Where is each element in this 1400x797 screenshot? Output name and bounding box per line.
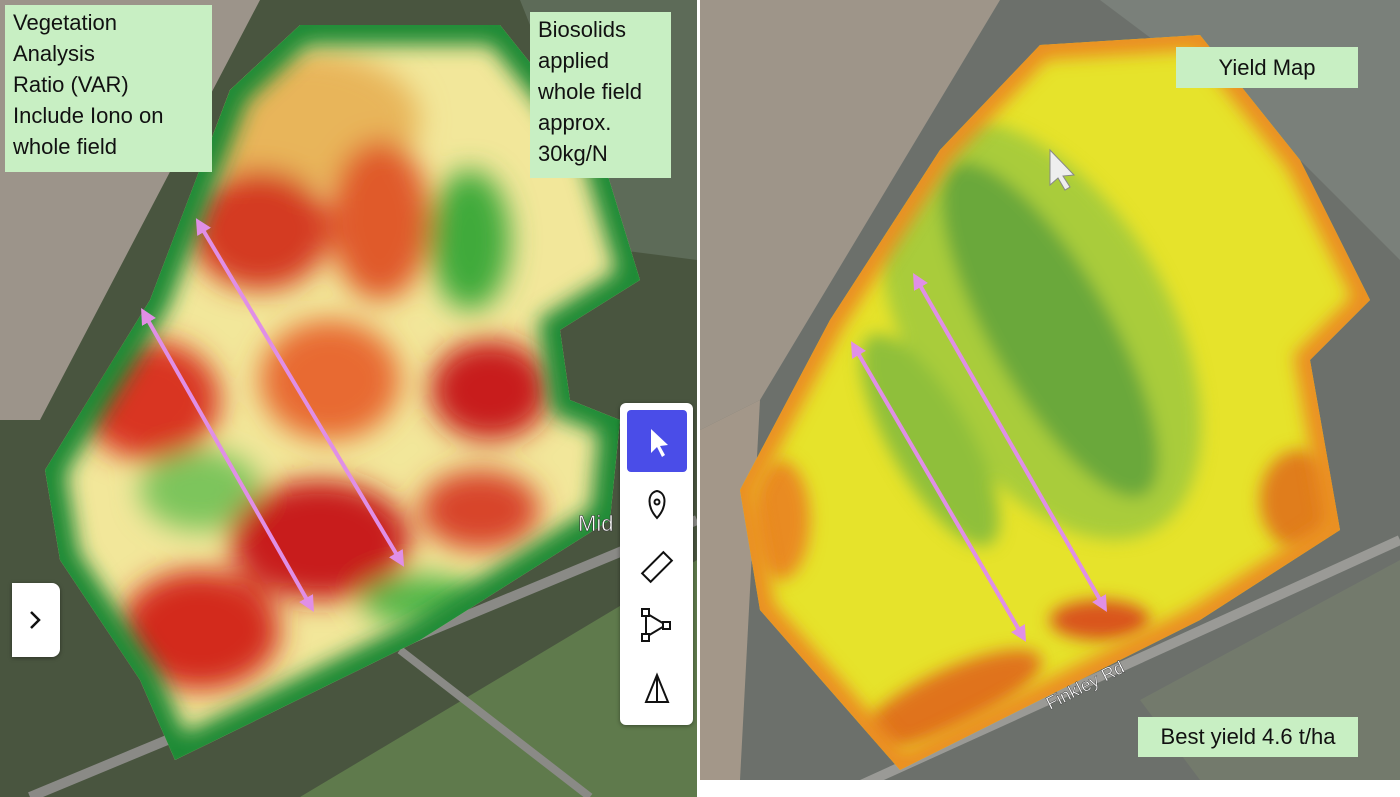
chevron-icon (30, 611, 41, 629)
toolbar-icons (627, 410, 687, 703)
label-line: Vegetation (13, 10, 117, 35)
label-line: whole field (538, 79, 642, 104)
yield-map: Finkley Rd (700, 0, 1400, 797)
measure-tool[interactable] (640, 550, 674, 584)
yield-map-label: Yield Map (1176, 47, 1358, 88)
expand-tab[interactable] (12, 583, 60, 657)
annotation-arrow (913, 273, 1107, 612)
biosolids-label: Biosolids applied whole field approx. 30… (530, 12, 671, 178)
label-line: applied (538, 48, 609, 73)
cursor (1049, 148, 1076, 191)
shape-tool[interactable] (644, 672, 670, 703)
label-line: approx. (538, 110, 612, 135)
best-yield-label: Best yield 4.6 t/ha (1138, 717, 1358, 757)
pin-tool[interactable] (648, 489, 666, 520)
polygon-tool[interactable] (641, 608, 671, 642)
road-label: Mid (578, 511, 613, 536)
label-line: Biosolids (538, 17, 627, 42)
annotation-arrow (195, 218, 405, 567)
label-line: Include Iono on (13, 103, 164, 128)
toolbar (620, 403, 693, 725)
label-line: 30kg/N (538, 141, 608, 166)
label-line: Analysis (13, 41, 95, 66)
label-line: whole field (13, 134, 117, 159)
label-line: Ratio (VAR) (13, 72, 129, 97)
vegetation-label: Vegetation Analysis Ratio (VAR) Include … (5, 5, 212, 172)
